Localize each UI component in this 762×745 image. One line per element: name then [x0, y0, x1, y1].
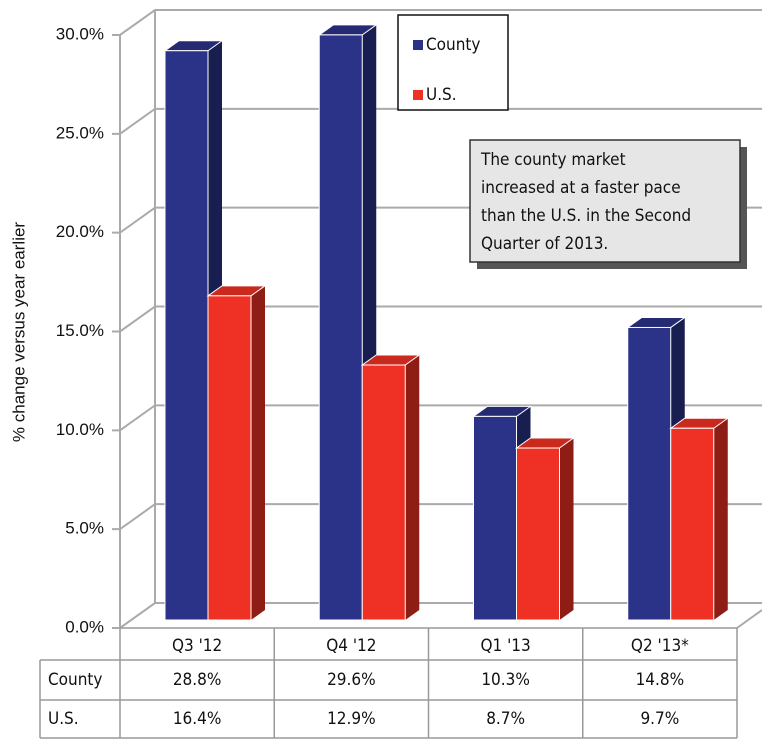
grid-line	[112, 602, 762, 629]
annotation-box	[469, 139, 741, 263]
bar-front	[207, 295, 252, 621]
bar-front	[627, 326, 672, 621]
y-tick-label: 0.0%	[65, 617, 104, 636]
grid-line	[112, 206, 762, 234]
bar	[514, 437, 576, 621]
y-tick-label: 30.0%	[56, 24, 104, 43]
x-tick-label: Q3 '12	[172, 636, 222, 656]
annotation-text: The county market	[480, 150, 626, 170]
bar-side	[713, 418, 728, 620]
bar-side	[405, 355, 420, 620]
legend-label: County	[426, 35, 480, 55]
bar-front	[361, 364, 406, 621]
bar-front	[516, 447, 560, 621]
y-tick-label: 10.0%	[56, 420, 104, 439]
y-axis-label: % change versus year earlier	[9, 222, 28, 443]
table-value: 28.8%	[173, 670, 222, 690]
bar	[360, 354, 421, 621]
x-tick-label: Q2 '13*	[631, 636, 689, 656]
grid-line	[112, 404, 762, 432]
bar-side	[251, 285, 265, 620]
y-tick-label: 15.0%	[56, 321, 104, 340]
y-tick-label: 5.0%	[65, 519, 104, 538]
bar-front	[473, 415, 517, 621]
table-value: 29.6%	[327, 670, 376, 690]
bar-front	[318, 34, 363, 621]
y-tick-label: 25.0%	[56, 123, 104, 142]
grid-line	[112, 305, 762, 333]
table-value: 14.8%	[636, 670, 685, 690]
table-value: 12.9%	[327, 709, 376, 729]
table-value: 10.3%	[481, 670, 530, 690]
table-row-label: County	[48, 670, 102, 690]
annotation-text: increased at a faster pace	[481, 178, 681, 198]
legend-label: U.S.	[426, 85, 457, 105]
annotation-text: than the U.S. in the Second	[481, 206, 691, 226]
y-tick-label: 20.0%	[56, 222, 104, 241]
bar-side	[559, 438, 574, 620]
grid-line	[112, 503, 762, 531]
table-value: 9.7%	[640, 709, 679, 729]
legend-swatch	[413, 90, 423, 100]
bar-front	[164, 50, 209, 621]
table-value: 8.7%	[486, 709, 525, 729]
floor-edge	[736, 609, 762, 629]
bar-front	[670, 427, 715, 621]
x-tick-label: Q1 '13	[480, 636, 530, 656]
x-tick-label: Q4 '12	[326, 636, 376, 656]
table-value: 16.4%	[173, 709, 222, 729]
annotation-text: Quarter of 2013.	[481, 234, 608, 254]
legend-swatch	[413, 40, 423, 50]
bar	[206, 285, 267, 621]
grid-line	[112, 9, 762, 36]
table-row-label: U.S.	[48, 709, 79, 729]
bar	[669, 417, 730, 621]
